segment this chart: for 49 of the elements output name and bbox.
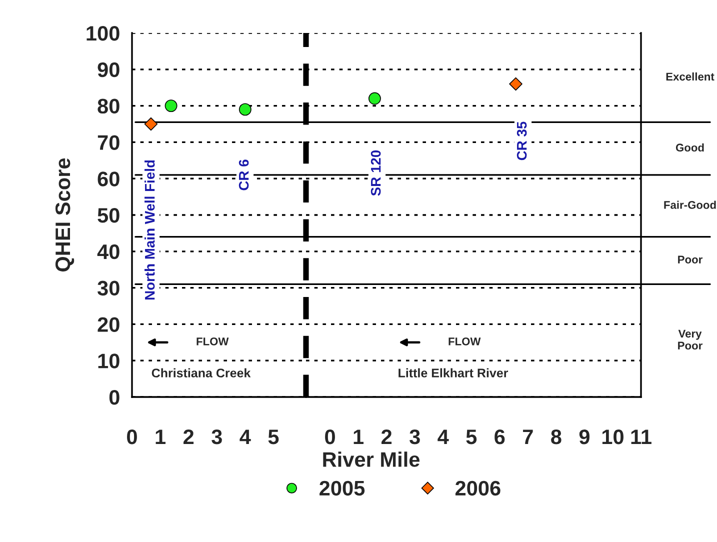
annotation: SR 120 [370, 150, 381, 196]
x-tick-label: 5 [466, 430, 477, 444]
x-tick-label: 11 [631, 430, 652, 444]
x-tick-label: 1 [354, 430, 364, 444]
x-tick-label: 5 [268, 430, 279, 444]
text: Good [676, 143, 704, 152]
legend-label: 2005 [320, 480, 365, 496]
point [238, 103, 252, 116]
y-tick-label: 60 [98, 172, 120, 186]
annotation: FLOW [196, 338, 229, 346]
point [144, 117, 158, 131]
annotation: Christiana Creek [152, 368, 251, 378]
y-tick-label: 40 [97, 244, 120, 260]
x-tick-label: 4 [240, 430, 251, 444]
annotation: Little Elkhart River [398, 368, 508, 378]
x-tick-label: 4 [438, 430, 449, 444]
y-tick-label: 70 [98, 135, 120, 150]
y-tick-label: 50 [98, 208, 120, 223]
annotation: CR 35 [516, 122, 527, 160]
x-tick-label: 0 [325, 429, 335, 444]
text: Very Poor [678, 330, 702, 350]
x-tick-label: 7 [523, 430, 533, 444]
x-tick-label: 1 [156, 430, 166, 444]
y-tick-label: 90 [98, 62, 120, 78]
x-tick-label: 10 [602, 429, 624, 444]
x-tick-label: 2 [184, 429, 194, 444]
x-tick-label: 6 [494, 429, 505, 444]
y-tick-label: 10 [98, 354, 120, 368]
x-tick-label: 0 [127, 429, 137, 444]
x-axis-title: River Mile [323, 452, 420, 467]
y-axis-title: QHEI Score [55, 158, 74, 272]
y-tick-label: 80 [98, 98, 120, 114]
y-tick-label: 100 [86, 26, 120, 41]
x-tick-label: 8 [551, 429, 562, 444]
legend-label: 2006 [455, 480, 500, 496]
text: Fair-Good [664, 200, 716, 209]
point [164, 100, 178, 112]
y-tick-label: 20 [98, 317, 120, 332]
annotation: FLOW [448, 338, 481, 346]
x-tick-label: 3 [212, 429, 222, 444]
x-tick-label: 2 [382, 429, 392, 444]
y-tick-label: 30 [98, 280, 120, 296]
y-tick-label: 0 [109, 390, 120, 405]
annotation: North Main Well Field [144, 160, 155, 300]
annotation: CR 6 [238, 160, 249, 190]
text: Poor [678, 256, 702, 264]
x-tick-label: 3 [410, 429, 420, 444]
text: Excellent [666, 72, 714, 81]
x-tick-label: 9 [579, 429, 590, 444]
